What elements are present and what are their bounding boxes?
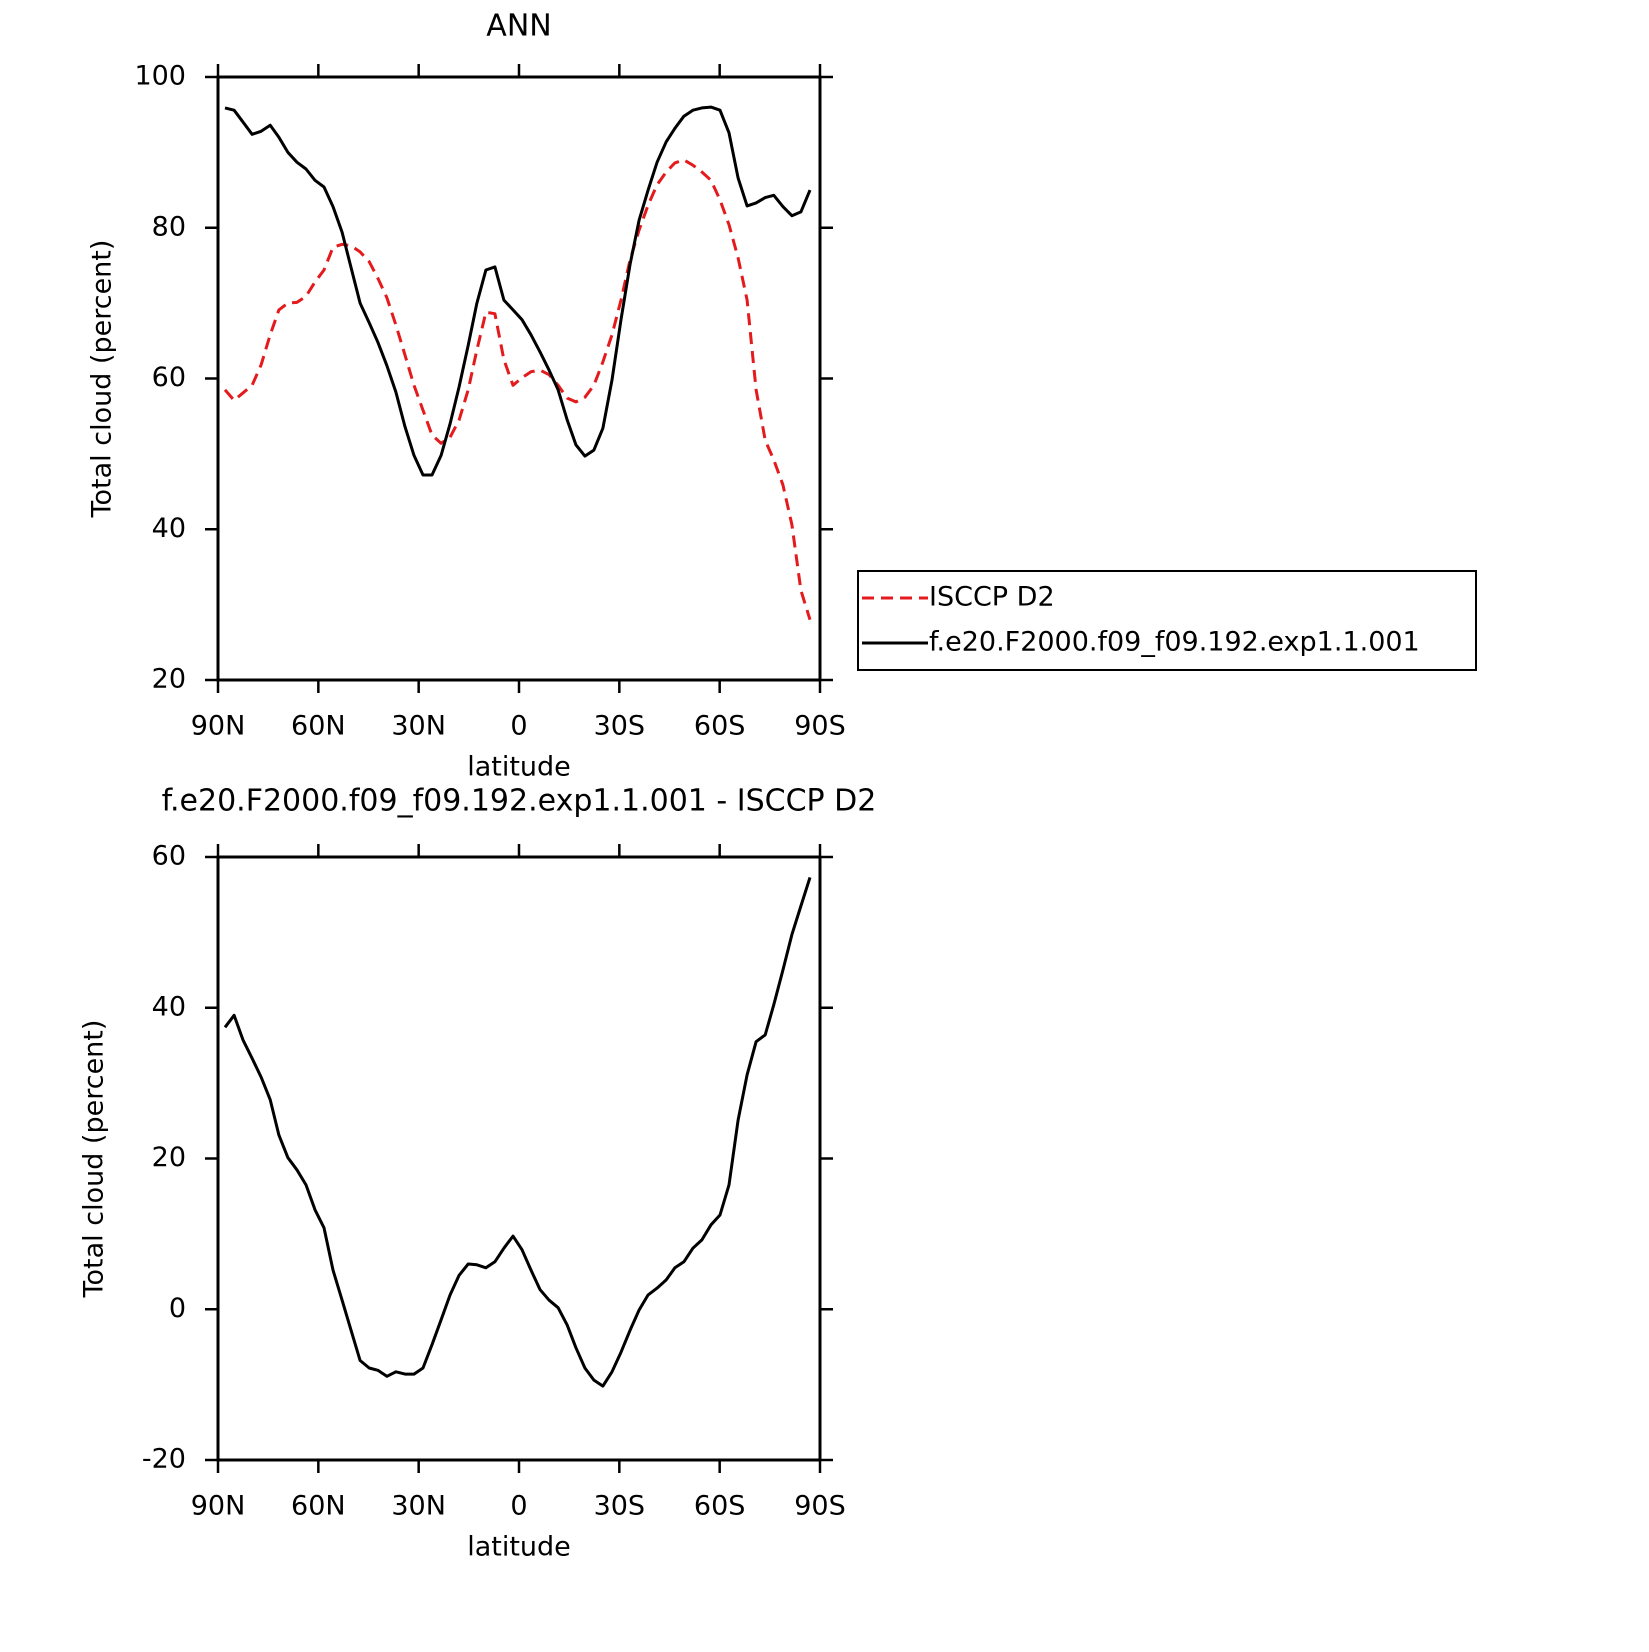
x-tick-label: 90S [794, 1491, 846, 1522]
x-tick-label: 30S [594, 1491, 646, 1522]
y-tick-label: 20 [152, 1142, 186, 1173]
y-tick-label: 0 [169, 1293, 186, 1324]
x-tick-label: 90S [794, 711, 846, 742]
y-tick-label: 40 [152, 513, 186, 544]
legend-box [857, 570, 1477, 671]
y-axis-label: Total cloud (percent) [79, 1020, 110, 1299]
y-tick-label: 60 [152, 841, 186, 872]
chart-title: ANN [486, 9, 551, 44]
y-tick-label: 40 [152, 991, 186, 1022]
y-axis-label: Total cloud (percent) [87, 240, 118, 519]
legend-label: ISCCP D2 [929, 582, 1055, 613]
x-axis-label: latitude [467, 1532, 571, 1563]
data-line [224, 105, 812, 477]
plot-frame [216, 855, 822, 1462]
chart-title: f.e20.F2000.f09_f09.192.exp1.1.001 - ISC… [162, 784, 877, 819]
data-line [223, 158, 812, 621]
x-tick-label: 0 [510, 1491, 527, 1522]
x-tick-label: 30S [594, 711, 646, 742]
x-tick-label: 60N [291, 1491, 346, 1522]
plot-frame [216, 75, 822, 682]
x-tick-label: 60N [291, 711, 346, 742]
y-tick-label: -20 [142, 1444, 186, 1475]
x-tick-label: 0 [510, 711, 527, 742]
data-line [223, 876, 812, 1388]
y-tick-label: 100 [134, 61, 186, 92]
x-tick-label: 60S [694, 711, 746, 742]
x-tick-label: 90N [191, 711, 246, 742]
x-tick-label: 30N [391, 711, 446, 742]
legend-label: f.e20.F2000.f09_f09.192.exp1.1.001 [929, 627, 1420, 658]
x-tick-label: 60S [694, 1491, 746, 1522]
y-tick-label: 60 [152, 362, 186, 393]
y-tick-label: 20 [152, 664, 186, 695]
x-tick-label: 90N [191, 1491, 246, 1522]
y-tick-label: 80 [152, 211, 186, 242]
x-tick-label: 30N [391, 1491, 446, 1522]
x-axis-label: latitude [467, 752, 571, 783]
